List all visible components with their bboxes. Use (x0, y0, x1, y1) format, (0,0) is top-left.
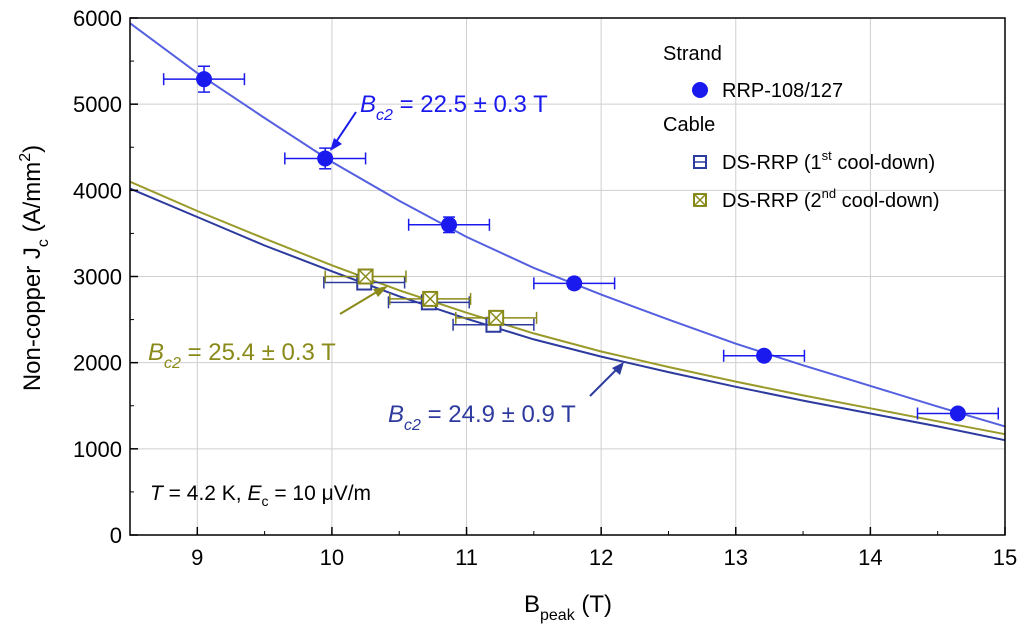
y-tick-label: 4000 (73, 178, 122, 203)
data-point (407, 216, 491, 234)
svg-text:T = 4.2 K, Ec = 10 μV/m: T = 4.2 K, Ec = 10 μV/m (150, 482, 371, 509)
axes: 9 10 11 12 13 14 15 0 1000 2000 3000 4000 5000 6000 (73, 6, 1017, 570)
x-tick-label: 13 (724, 545, 748, 570)
x-tick-label: 12 (589, 545, 613, 570)
data-point (916, 405, 1000, 422)
svg-text:Bc2 = 25.4 ± 0.3 T: Bc2 = 25.4 ± 0.3 T (148, 339, 336, 372)
legend-cable2-marker (693, 193, 707, 207)
legend-strand-marker (692, 82, 708, 98)
data-point (324, 268, 407, 285)
x-tick-label: 9 (191, 545, 203, 570)
circle-marker (196, 71, 213, 88)
circle-marker (441, 216, 458, 233)
legend-cable-title: Cable (663, 114, 715, 136)
square-cross (488, 310, 504, 326)
y-tick-label: 3000 (73, 265, 122, 290)
y-tick-label: 0 (110, 523, 122, 548)
annotation-bc2-strand: Bc2 = 22.5 ± 0.3 T (330, 91, 548, 151)
annotation-conditions: T = 4.2 K, Ec = 10 μV/m (150, 482, 371, 509)
annotation-bc2-cable2: Bc2 = 25.4 ± 0.3 T (148, 286, 388, 372)
data-point (389, 290, 472, 307)
data-point (722, 347, 806, 364)
y-axis-title: Non-copper Jc (A/mm2) (17, 145, 52, 391)
legend-strand-title: Strand (663, 43, 722, 65)
data-point (284, 147, 367, 170)
legend-cable2-label: DS-RRP (2nd cool-down) (722, 186, 940, 212)
grid-lines (130, 17, 1006, 536)
x-tick-label: 15 (993, 545, 1017, 570)
legend-cable1-marker (693, 155, 707, 169)
circle-marker (756, 347, 773, 364)
x-tick-label: 11 (455, 545, 478, 570)
legend-strand-label: RRP-108/127 (722, 80, 843, 102)
x-tick-label: 10 (320, 545, 344, 570)
svg-text:Bc2 = 22.5 ± 0.3 T: Bc2 = 22.5 ± 0.3 T (360, 91, 548, 124)
x-tick-label: 14 (858, 545, 882, 570)
fit-curves (129, 22, 1006, 442)
fit-curve (129, 187, 1006, 442)
legend-cable1-label: DS-RRP (1st cool-down) (722, 148, 935, 174)
y-tick-label: 5000 (73, 92, 122, 117)
data-point (162, 65, 246, 93)
annotation-bc2-cable1: Bc2 = 24.9 ± 0.9 T (388, 362, 624, 434)
square-cross (358, 268, 374, 285)
legend: Strand RRP-108/127 Cable DS-RRP (1st coo… (663, 43, 940, 212)
fit-curve (129, 180, 1006, 436)
data-points (162, 65, 1000, 422)
y-tick-label: 2000 (73, 351, 122, 376)
square-cross (422, 291, 438, 307)
data-point (533, 275, 616, 292)
data-point (455, 309, 538, 326)
y-tick-label: 6000 (73, 6, 122, 31)
circle-marker (949, 405, 966, 422)
circle-marker (317, 150, 334, 167)
x-axis-title: Bpeak (T) (524, 591, 612, 624)
circle-marker (566, 275, 583, 292)
svg-text:Bc2 = 24.9 ± 0.9 T: Bc2 = 24.9 ± 0.9 T (388, 401, 576, 434)
y-tick-label: 1000 (73, 437, 122, 462)
